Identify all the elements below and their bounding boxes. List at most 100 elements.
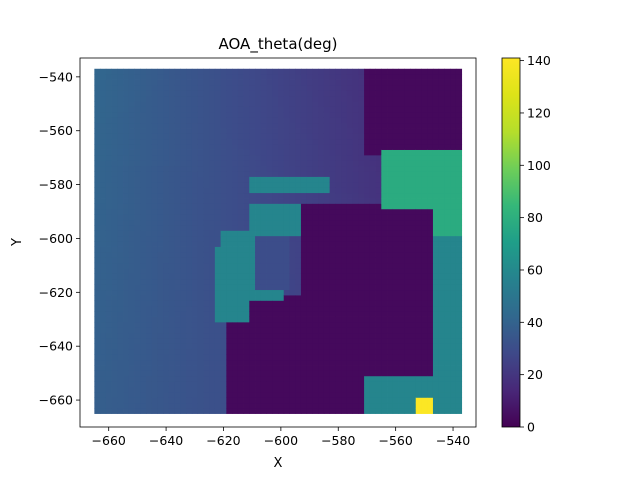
heatmap-cell (197, 122, 204, 129)
heatmap-cell (329, 122, 336, 129)
heatmap-cell (260, 343, 267, 350)
heatmap-cell (432, 381, 440, 387)
heatmap-cell (260, 359, 267, 366)
heatmap-cell (421, 74, 428, 80)
heatmap-cell (123, 241, 130, 247)
heatmap-cell (214, 273, 222, 280)
heatmap-cell (364, 327, 371, 334)
heatmap-cell (203, 101, 210, 107)
heatmap-cell (421, 305, 428, 312)
heatmap-cell (111, 391, 118, 398)
heatmap-cell (358, 214, 365, 221)
heatmap-cell (203, 348, 210, 355)
heatmap-cell (341, 176, 348, 183)
heatmap-cell (278, 262, 285, 269)
heatmap-cell (300, 106, 308, 113)
heatmap-cell (146, 106, 153, 113)
heatmap-cell (237, 370, 244, 377)
heatmap-cell (237, 284, 244, 291)
heatmap-cell (375, 84, 382, 91)
heatmap-cell (455, 262, 463, 269)
heatmap-cell (117, 321, 124, 328)
heatmap-cell (318, 354, 325, 361)
heatmap-cell (100, 311, 107, 317)
heatmap-cell (191, 181, 199, 188)
heatmap-cell (283, 74, 290, 80)
heatmap-cell (209, 365, 216, 371)
heatmap-cell (157, 165, 164, 172)
x-tick-label: −600 (264, 433, 298, 448)
heatmap-cell (163, 241, 170, 247)
heatmap-cell (214, 154, 222, 161)
heatmap-cell (278, 365, 285, 371)
heatmap-cell (157, 138, 164, 145)
heatmap-cell (278, 111, 285, 118)
heatmap-cell (381, 101, 388, 107)
heatmap-cell (450, 397, 457, 404)
heatmap-cell (381, 144, 388, 150)
y-tick-label: −540 (39, 69, 73, 84)
heatmap-cell (180, 391, 187, 398)
heatmap-cell (455, 338, 463, 344)
heatmap-cell (191, 117, 199, 124)
heatmap-cell (352, 219, 359, 226)
heatmap-cell (421, 332, 428, 339)
heatmap-cell (249, 278, 256, 285)
heatmap-cell (191, 230, 199, 237)
heatmap-cell (432, 138, 440, 145)
heatmap-cell (100, 133, 107, 140)
heatmap-cell (455, 402, 463, 409)
heatmap-cell (105, 289, 112, 296)
heatmap-cell (186, 128, 193, 134)
heatmap-cell (455, 187, 463, 194)
heatmap-cell (123, 365, 130, 371)
heatmap-cell (249, 165, 256, 172)
heatmap-cell (346, 262, 354, 269)
heatmap-cell (289, 257, 296, 264)
heatmap-cell (140, 354, 147, 361)
heatmap-cell (455, 241, 463, 247)
heatmap-cell (295, 338, 302, 344)
heatmap-cell (226, 235, 233, 242)
heatmap-cell (289, 154, 296, 161)
heatmap-cell (289, 262, 296, 269)
heatmap-cell (100, 171, 107, 177)
heatmap-cell (140, 214, 147, 221)
heatmap-cell (289, 278, 296, 285)
heatmap-cell (117, 359, 124, 366)
heatmap-cell (163, 214, 170, 221)
heatmap-cell (398, 203, 405, 210)
heatmap-cell (432, 354, 440, 361)
heatmap-cell (157, 208, 164, 215)
heatmap-cell (134, 187, 141, 194)
heatmap-cell (329, 262, 336, 269)
heatmap-cell (163, 268, 170, 274)
heatmap-cell (214, 128, 222, 134)
heatmap-cell (168, 305, 176, 312)
heatmap-cell (295, 214, 302, 221)
heatmap-cell (387, 192, 394, 199)
heatmap-cell (249, 84, 256, 91)
heatmap-cell (358, 160, 365, 167)
heatmap-cell (151, 111, 158, 118)
heatmap-cell (146, 171, 153, 177)
heatmap-cell (226, 176, 233, 183)
heatmap-cell (306, 273, 313, 280)
heatmap-cell (312, 278, 319, 285)
heatmap-cell (398, 144, 405, 150)
heatmap-cell (346, 122, 354, 129)
heatmap-cell (352, 370, 359, 377)
heatmap-cell (146, 246, 153, 253)
heatmap-cell (163, 343, 170, 350)
heatmap-cell (111, 257, 118, 264)
heatmap-cell (140, 321, 147, 328)
heatmap-cell (94, 311, 101, 317)
heatmap-cell (375, 300, 382, 307)
heatmap-cell (369, 365, 376, 371)
heatmap-cell (323, 230, 331, 237)
heatmap-cell (323, 101, 331, 107)
heatmap-cell (432, 230, 440, 237)
heatmap-cell (300, 408, 308, 414)
heatmap-cell (272, 284, 279, 291)
heatmap-cell (100, 268, 107, 274)
